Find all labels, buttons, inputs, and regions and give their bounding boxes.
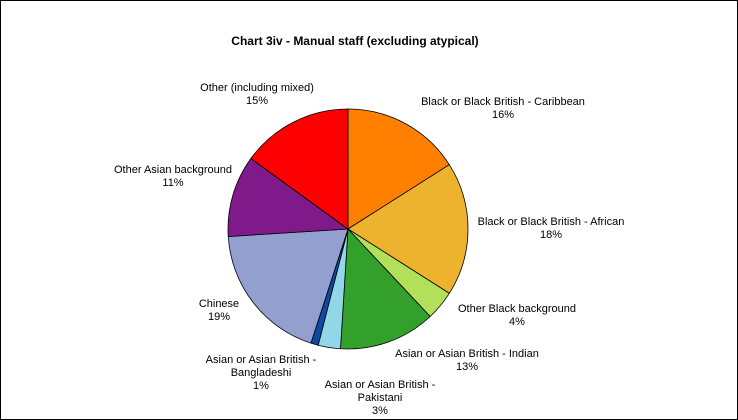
pie-slices: [227, 108, 469, 350]
slice-label-8: Other (including mixed) 15%: [200, 82, 314, 107]
pie-slice-7: [227, 157, 350, 237]
pie-slice-0: [347, 108, 450, 230]
slice-label-6: Chinese 19%: [199, 298, 239, 323]
slice-label-4: Asian or Asian British -Pakistani 3%: [325, 379, 436, 417]
chart-title: Chart 3iv - Manual staff (excluding atyp…: [231, 34, 478, 48]
pie-slice-1: [347, 164, 469, 294]
slice-labels: Black or Black British - Caribbean 16% Bla…: [114, 82, 624, 417]
slice-label-5: Asian or Asian British -Bangladeshi 1%: [206, 354, 317, 392]
slice-label-1: Black or Black British - African 18%: [478, 216, 625, 241]
slice-label-0: Black or Black British - Caribbean 16%: [421, 96, 585, 121]
slice-label-7: Other Asian background 11%: [114, 164, 232, 189]
slice-label-2: Other Black background 4%: [458, 303, 576, 328]
pie-slice-3: [340, 228, 431, 350]
pie-slice-6: [227, 228, 349, 344]
slice-label-3: Asian or Asian British - Indian 13%: [395, 348, 539, 373]
pie-slice-8: [250, 108, 349, 230]
